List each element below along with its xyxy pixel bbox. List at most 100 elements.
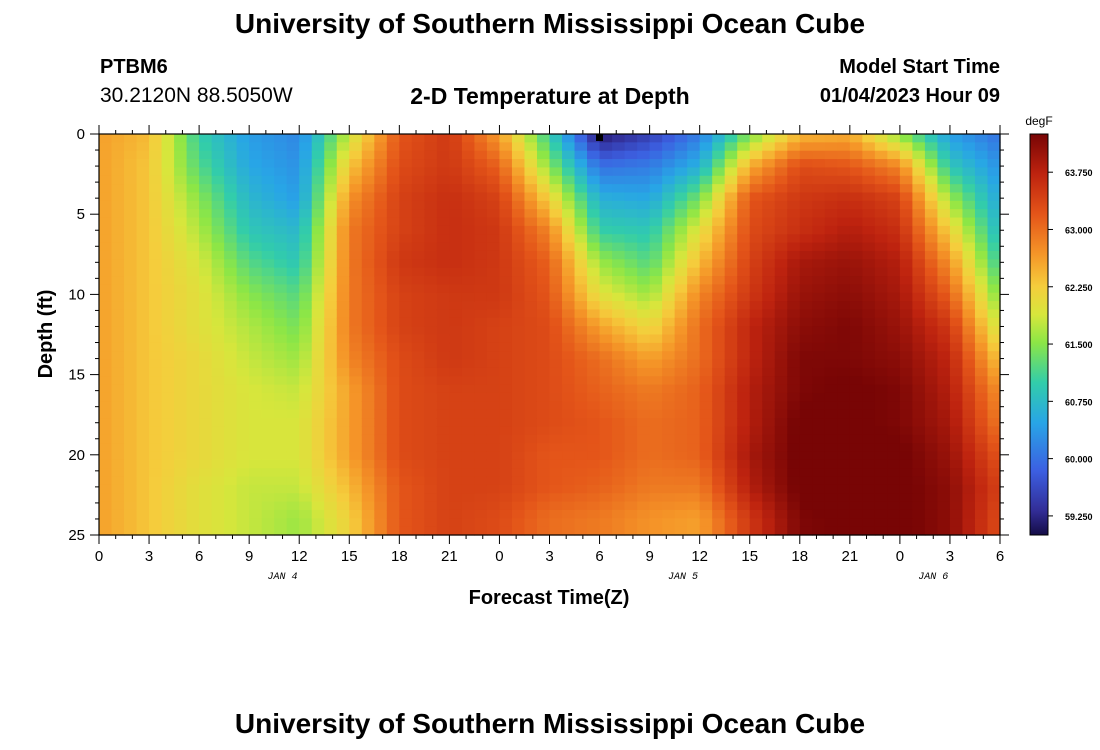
heatmap-cell	[311, 159, 325, 169]
heatmap-cell	[799, 200, 813, 210]
heatmap-cell	[812, 175, 826, 185]
heatmap-cell	[974, 401, 989, 411]
heatmap-cell	[949, 367, 964, 377]
heatmap-cell	[799, 443, 813, 453]
heatmap-cell	[536, 250, 551, 260]
heatmap-cell	[374, 200, 388, 210]
heatmap-cell	[136, 409, 150, 419]
heatmap-cell	[186, 217, 200, 227]
heatmap-cell	[436, 142, 450, 152]
x-tick-label: 12	[291, 548, 308, 565]
heatmap-cell	[236, 484, 250, 494]
heatmap-cell	[924, 134, 939, 143]
heatmap-cell	[224, 259, 238, 269]
heatmap-cell	[912, 267, 926, 277]
heatmap-cell	[912, 150, 926, 160]
heatmap-cell	[624, 234, 638, 244]
heatmap-cell	[536, 192, 551, 202]
heatmap-cell	[461, 184, 476, 194]
heatmap-cell	[424, 292, 438, 302]
heatmap-cell	[99, 367, 113, 377]
heatmap-cell	[274, 493, 288, 503]
heatmap-cell	[186, 476, 200, 486]
heatmap-cell	[737, 225, 751, 235]
heatmap-cell	[361, 276, 375, 285]
heatmap-cell	[349, 167, 363, 177]
heatmap-cell	[887, 317, 901, 327]
heatmap-cell	[924, 493, 939, 503]
heatmap-cell	[311, 392, 325, 402]
heatmap-cell	[299, 259, 313, 269]
heatmap-cell	[587, 468, 601, 478]
heatmap-cell	[574, 476, 588, 486]
heatmap-cell	[749, 167, 763, 177]
heatmap-cell	[449, 501, 463, 511]
heatmap-cell	[612, 342, 626, 352]
heatmap-cell	[124, 518, 138, 528]
heatmap-cell	[386, 225, 400, 235]
heatmap-cell	[286, 468, 300, 478]
heatmap-cell	[712, 392, 726, 402]
heatmap-cell	[524, 434, 538, 444]
heatmap-cell	[899, 175, 913, 185]
heatmap-cell	[787, 167, 801, 177]
heatmap-cell	[261, 484, 275, 494]
heatmap-cell	[587, 359, 601, 369]
heatmap-cell	[499, 434, 513, 444]
heatmap-cell	[912, 225, 926, 235]
heatmap-cell	[299, 484, 313, 494]
heatmap-cell	[662, 142, 676, 152]
heatmap-cell	[336, 309, 350, 319]
heatmap-cell	[199, 134, 213, 143]
heatmap-cell	[299, 234, 313, 244]
heatmap-cell	[399, 493, 413, 503]
heatmap-cell	[386, 234, 400, 244]
heatmap-cell	[662, 443, 676, 453]
heatmap-cell	[461, 376, 476, 386]
heatmap-cell	[624, 209, 638, 219]
heatmap-cell	[912, 418, 926, 427]
heatmap-cell	[574, 184, 588, 194]
heatmap-cell	[424, 409, 438, 419]
heatmap-cell	[912, 142, 926, 152]
heatmap-cell	[924, 317, 939, 327]
heatmap-cell	[111, 259, 125, 269]
heatmap-cell	[199, 392, 213, 402]
heatmap-cell	[536, 142, 551, 152]
heatmap-cell	[199, 334, 213, 344]
heatmap-cell	[574, 342, 588, 352]
heatmap-cell	[874, 418, 888, 427]
heatmap-cell	[349, 484, 363, 494]
heatmap-cell	[862, 217, 876, 227]
heatmap-cell	[974, 184, 989, 194]
heatmap-cell	[249, 175, 263, 185]
heatmap-cell	[174, 301, 188, 311]
heatmap-cell	[174, 376, 188, 386]
heatmap-cell	[536, 451, 551, 461]
heatmap-cell	[174, 276, 188, 285]
heatmap-cell	[712, 209, 726, 219]
heatmap-cell	[249, 509, 263, 519]
heatmap-cell	[361, 142, 375, 152]
heatmap-cell	[724, 384, 738, 394]
heatmap-cell	[849, 501, 863, 511]
heatmap-cell	[737, 242, 751, 252]
heatmap-cell	[374, 451, 388, 461]
heatmap-cell	[612, 209, 626, 219]
heatmap-cell	[424, 501, 438, 511]
heatmap-cell	[374, 150, 388, 160]
heatmap-cell	[361, 242, 375, 252]
heatmap-cell	[987, 384, 1001, 394]
y-axis-label: Depth (ft)	[35, 290, 57, 379]
heatmap-cell	[261, 351, 275, 361]
heatmap-cell	[174, 451, 188, 461]
heatmap-cell	[486, 209, 501, 219]
heatmap-cell	[649, 292, 663, 302]
heatmap-cell	[161, 326, 175, 336]
heatmap-cell	[762, 167, 776, 177]
heatmap-cell	[687, 501, 701, 511]
heatmap-cell	[724, 284, 738, 294]
heatmap-cell	[749, 309, 763, 319]
heatmap-cell	[274, 434, 288, 444]
heatmap-cell	[712, 351, 726, 361]
